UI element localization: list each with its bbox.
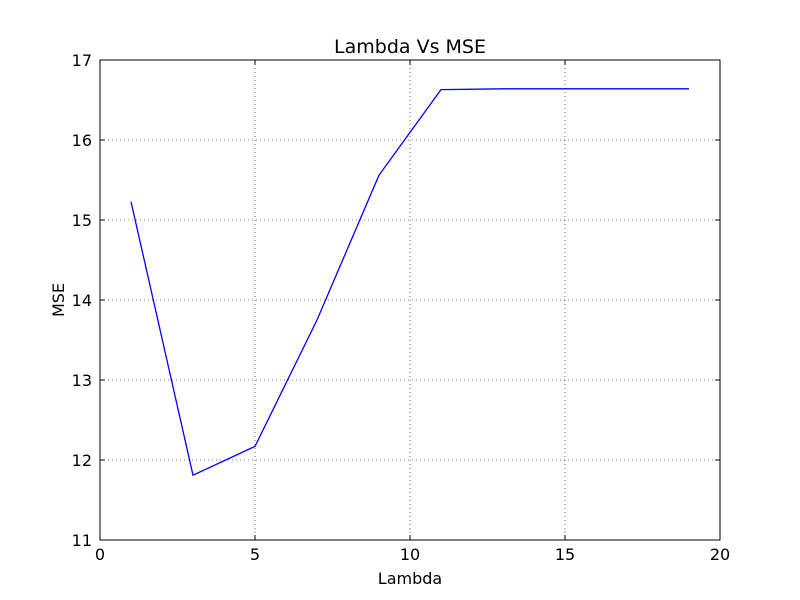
y-tick-label: 17 <box>72 51 92 70</box>
x-tick-label: 15 <box>555 545 575 564</box>
y-tick-label: 11 <box>72 531 92 550</box>
y-tick-label: 15 <box>72 211 92 230</box>
x-tick-label: 20 <box>710 545 730 564</box>
grid <box>100 60 720 540</box>
y-tick-label: 16 <box>72 131 92 150</box>
x-axis-label: Lambda <box>378 569 442 588</box>
plot-frame <box>99 59 721 541</box>
x-tick-label: 0 <box>95 545 105 564</box>
y-tick-label: 14 <box>72 291 92 310</box>
chart-title: Lambda Vs MSE <box>334 36 486 58</box>
series-line <box>130 88 689 477</box>
series-layer <box>130 88 689 477</box>
x-tick-label: 5 <box>250 545 260 564</box>
ticks: 0 5 10 15 20 11 12 13 14 15 16 17 <box>72 51 731 564</box>
x-tick-label: 10 <box>400 545 420 564</box>
y-tick-label: 12 <box>72 451 92 470</box>
y-axis-label: MSE <box>49 283 68 317</box>
y-tick-label: 13 <box>72 371 92 390</box>
